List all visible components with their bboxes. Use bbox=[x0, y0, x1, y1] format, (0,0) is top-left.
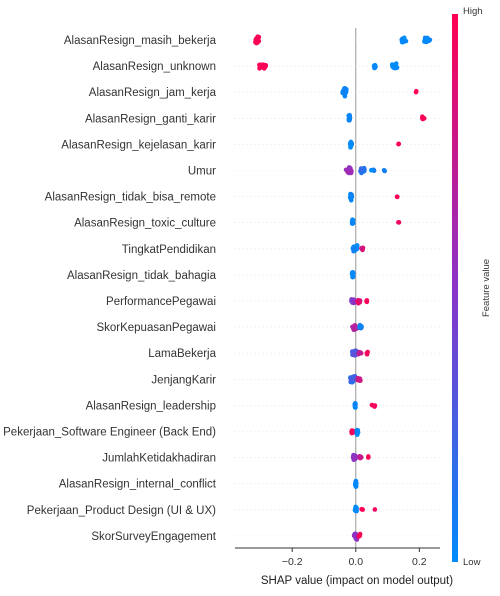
shap-point bbox=[342, 89, 347, 95]
colorbar-title: Feature value bbox=[481, 259, 492, 317]
shap-point bbox=[424, 35, 430, 41]
feature-label: AlasanResign_toxic_culture bbox=[74, 218, 216, 230]
feature-label: AlasanResign_unknown bbox=[93, 61, 216, 73]
feature-label: Pekerjaan_Software Engineer (Back End) bbox=[3, 427, 216, 439]
shap-point bbox=[422, 39, 427, 44]
shap-point bbox=[392, 62, 398, 68]
shap-point bbox=[353, 405, 358, 410]
x-axis-title: SHAP value (impact on model output) bbox=[261, 575, 453, 587]
shap-point bbox=[413, 89, 419, 95]
feature-label: AlasanResign_ganti_karir bbox=[85, 113, 216, 125]
feature-label: JenjangKarir bbox=[151, 374, 216, 386]
feature-label: SkorSurveyEngagement bbox=[91, 531, 216, 543]
feature-label: LamaBekerja bbox=[148, 348, 216, 360]
shap-point bbox=[359, 246, 365, 251]
shap-point bbox=[346, 165, 352, 170]
shap-point bbox=[348, 143, 354, 149]
shap-point bbox=[356, 533, 362, 538]
shap-point bbox=[351, 299, 357, 305]
feature-label: AlasanResign_jam_kerja bbox=[89, 87, 217, 99]
shap-point bbox=[396, 141, 402, 147]
shap-point bbox=[346, 117, 352, 123]
shap-point bbox=[254, 38, 260, 44]
shap-point bbox=[365, 349, 370, 355]
shap-point bbox=[348, 168, 354, 174]
feature-label: AlasanResign_tidak_bahagia bbox=[67, 270, 217, 282]
shap-point bbox=[262, 63, 267, 68]
x-axis: −0.2 0.0 0.2 bbox=[235, 547, 440, 568]
x-tick-label: 0.0 bbox=[348, 556, 363, 568]
colorbar-high-label: High bbox=[463, 6, 483, 17]
colorbar bbox=[452, 14, 458, 562]
feature-label: TingkatPendidikan bbox=[122, 244, 216, 256]
x-tick-label: −0.2 bbox=[282, 556, 303, 568]
shap-point bbox=[353, 325, 359, 331]
shap-point bbox=[351, 454, 357, 460]
shap-point bbox=[394, 194, 400, 200]
shap-point bbox=[357, 454, 362, 460]
feature-label: AlasanResign_tidak_bisa_remote bbox=[45, 192, 216, 204]
shap-point bbox=[356, 377, 362, 382]
shap-point bbox=[348, 140, 354, 145]
shap-point bbox=[353, 479, 359, 484]
shap-point bbox=[382, 168, 388, 174]
shap-point bbox=[350, 219, 355, 225]
row-guides bbox=[235, 39, 440, 537]
shap-point bbox=[351, 351, 357, 357]
shap-point bbox=[257, 66, 262, 71]
feature-label: AlasanResign_masih_bekerja bbox=[64, 35, 217, 47]
shap-point bbox=[420, 115, 425, 121]
shap-point bbox=[372, 507, 378, 512]
feature-labels: AlasanResign_masih_bekerja AlasanResign_u… bbox=[3, 35, 217, 543]
feature-label: AlasanResign_internal_conflict bbox=[59, 479, 217, 491]
shap-point bbox=[372, 404, 377, 409]
shap-point bbox=[349, 377, 355, 382]
colorbar-low-label: Low bbox=[463, 557, 481, 568]
shap-point bbox=[355, 427, 361, 433]
shap-point bbox=[396, 220, 402, 225]
shap-point bbox=[354, 507, 359, 513]
feature-label: Umur bbox=[188, 166, 216, 178]
feature-label: SkorKepuasanPegawai bbox=[96, 322, 216, 334]
shap-point bbox=[372, 65, 377, 71]
feature-label: AlasanResign_kejelasan_karir bbox=[61, 139, 216, 151]
feature-label: AlasanResign_leadership bbox=[86, 400, 216, 412]
feature-label: Pekerjaan_Product Design (UI & UX) bbox=[27, 505, 216, 517]
shap-point bbox=[357, 324, 362, 330]
shap-point bbox=[258, 62, 264, 68]
shap-point bbox=[351, 246, 357, 251]
shap-point bbox=[358, 166, 364, 171]
feature-label: JumlahKetidakhadiran bbox=[102, 453, 216, 465]
shap-point bbox=[349, 192, 354, 197]
shap-point bbox=[360, 507, 366, 512]
shap-point bbox=[353, 531, 358, 537]
shap-point bbox=[366, 455, 371, 460]
shap-point bbox=[369, 167, 375, 173]
shap-point bbox=[350, 272, 355, 278]
shap-point bbox=[354, 432, 360, 437]
x-tick-label: 0.2 bbox=[412, 556, 427, 568]
data-points bbox=[253, 34, 433, 542]
shap-point bbox=[400, 38, 405, 43]
feature-label: PerformancePegawai bbox=[106, 296, 216, 308]
shap-point bbox=[364, 298, 370, 304]
shap-point bbox=[357, 298, 363, 304]
shap-point bbox=[356, 351, 361, 357]
shap-point bbox=[342, 86, 347, 91]
